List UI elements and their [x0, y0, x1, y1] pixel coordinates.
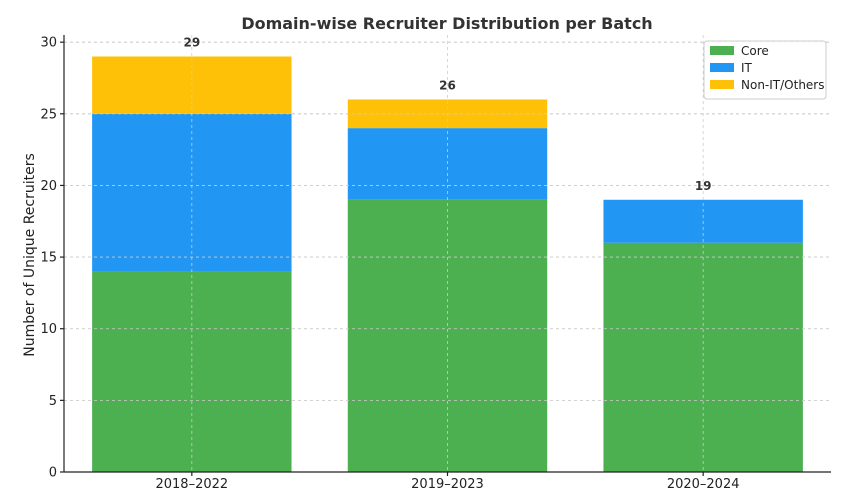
- legend: Core IT Non-IT/Others: [703, 40, 827, 100]
- x-tick-label: 2020–2024: [667, 477, 740, 490]
- y-tick-label: 20: [40, 179, 57, 194]
- legend-label: Core: [741, 44, 769, 58]
- legend-swatch: [710, 46, 734, 55]
- y-tick-label: 30: [40, 36, 57, 51]
- axes: [60, 35, 831, 476]
- x-tick-label: 2019–2023: [411, 477, 484, 490]
- total-label: 26: [439, 78, 456, 92]
- y-tick-label: 5: [49, 394, 57, 409]
- labels: 0 5 10 15 20 25 30 2018–2022 2019–2023 2020–2024 2…: [40, 35, 739, 490]
- legend-swatch: [710, 63, 734, 72]
- legend-label: Non-IT/Others: [741, 78, 825, 92]
- total-label: 19: [695, 179, 712, 193]
- legend-swatch: [710, 80, 734, 89]
- y-tick-label: 15: [40, 251, 57, 266]
- x-tick-label: 2018–2022: [155, 477, 228, 490]
- y-tick-label: 0: [49, 466, 57, 481]
- total-label: 29: [183, 35, 200, 49]
- legend-label: IT: [741, 61, 753, 75]
- y-tick-label: 25: [40, 107, 57, 122]
- chart-title: Domain-wise Recruiter Distribution per B…: [241, 14, 652, 33]
- legend-box: [703, 40, 827, 100]
- y-tick-label: 10: [40, 322, 57, 337]
- y-axis-label: Number of Unique Recruiters: [22, 153, 38, 357]
